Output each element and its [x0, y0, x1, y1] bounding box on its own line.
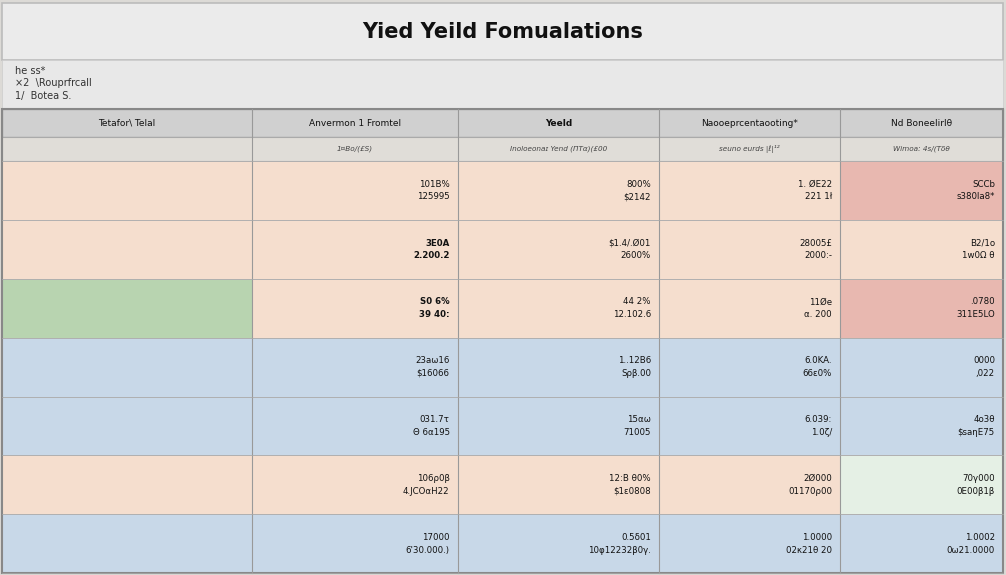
Bar: [659, 515, 840, 573]
Bar: [2, 137, 1003, 161]
Bar: [252, 220, 458, 279]
Text: seuno eurds |ℓ|¹²: seuno eurds |ℓ|¹²: [719, 145, 780, 153]
Bar: [659, 220, 840, 279]
Bar: [2, 397, 252, 455]
Bar: [458, 455, 659, 515]
Text: Inoloeonaɪ Yend (ΠTα)(£00: Inoloeonaɪ Yend (ΠTα)(£00: [510, 145, 607, 152]
Bar: [458, 220, 659, 279]
Bar: [840, 279, 1003, 338]
Text: 70γ000
0Ε00β1β: 70γ000 0Ε00β1β: [957, 474, 995, 496]
Bar: [840, 161, 1003, 220]
Text: 1/  Botea S.: 1/ Botea S.: [15, 91, 71, 101]
Text: 17000
6'30.000.): 17000 6'30.000.): [405, 533, 450, 554]
Text: 6.0KA.
66ε0%: 6.0KA. 66ε0%: [803, 356, 832, 378]
Bar: [2, 279, 252, 338]
Bar: [252, 279, 458, 338]
Text: 1¤Bo/(£S): 1¤Bo/(£S): [337, 145, 372, 152]
Text: 2Ø000
01170ρ00: 2Ø000 01170ρ00: [788, 474, 832, 496]
Bar: [659, 455, 840, 515]
Text: SCCb
s380la8*: SCCb s380la8*: [957, 180, 995, 201]
Text: $1.4/.Ø01
2600%: $1.4/.Ø01 2600%: [609, 239, 651, 260]
Text: Naooeprcentaooting*: Naooeprcentaooting*: [701, 118, 798, 128]
Text: 6.039:
1.0ζ/: 6.039: 1.0ζ/: [805, 415, 832, 437]
Text: 1.0000
02κ21θ 20: 1.0000 02κ21θ 20: [786, 533, 832, 554]
Text: 106ρ0β
4.JCOαΗ22: 106ρ0β 4.JCOαΗ22: [403, 474, 450, 496]
Bar: [840, 338, 1003, 397]
Text: 28005£
2000:-: 28005£ 2000:-: [799, 239, 832, 260]
Text: B2/1o
1w0Ω θ: B2/1o 1w0Ω θ: [963, 239, 995, 260]
Text: 11Øe
α. 200: 11Øe α. 200: [805, 297, 832, 319]
Text: 1..12B6
Sρβ.00: 1..12B6 Sρβ.00: [618, 356, 651, 378]
Text: 44 2%
12.102.6: 44 2% 12.102.6: [613, 297, 651, 319]
Bar: [659, 338, 840, 397]
Bar: [2, 161, 252, 220]
Bar: [252, 161, 458, 220]
Bar: [2, 109, 1003, 573]
Text: Anvermon 1 Fromtel: Anvermon 1 Fromtel: [309, 118, 400, 128]
Text: 0000
,022: 0000 ,022: [973, 356, 995, 378]
Text: Tetafor\ Telal: Tetafor\ Telal: [99, 118, 155, 128]
Bar: [840, 397, 1003, 455]
Bar: [840, 455, 1003, 515]
Text: ×2  \Rouprfrcall: ×2 \Rouprfrcall: [15, 78, 92, 89]
Bar: [2, 515, 252, 573]
Text: 4o3θ
$saηE75: 4o3θ $saηE75: [958, 415, 995, 437]
Bar: [458, 338, 659, 397]
Bar: [252, 338, 458, 397]
Text: he ss*: he ss*: [15, 66, 45, 76]
Text: 12:B θ0%
$1ε0808: 12:B θ0% $1ε0808: [610, 474, 651, 496]
Bar: [252, 397, 458, 455]
Bar: [2, 220, 252, 279]
Text: 1. ØE22
221 1ł: 1. ØE22 221 1ł: [798, 180, 832, 201]
Text: 15αω
71005: 15αω 71005: [624, 415, 651, 437]
Bar: [2, 3, 1003, 60]
Text: Yied Yeild Fomualations: Yied Yeild Fomualations: [362, 22, 644, 41]
Bar: [458, 279, 659, 338]
Text: S0 6%
39 40:: S0 6% 39 40:: [420, 297, 450, 319]
Text: 031.7τ
Θ 6α195: 031.7τ Θ 6α195: [412, 415, 450, 437]
Bar: [2, 109, 1003, 137]
Bar: [458, 515, 659, 573]
Text: .0780
311E5LO: .0780 311E5LO: [956, 297, 995, 319]
Text: 23aω16
$16066: 23aω16 $16066: [415, 356, 450, 378]
Bar: [458, 161, 659, 220]
Bar: [659, 397, 840, 455]
Text: 1.0002
0ω21.0000: 1.0002 0ω21.0000: [947, 533, 995, 554]
Bar: [252, 515, 458, 573]
Bar: [659, 161, 840, 220]
Bar: [840, 515, 1003, 573]
Bar: [840, 220, 1003, 279]
Text: 101B%
125995: 101B% 125995: [416, 180, 450, 201]
Text: 3E0A
2.200.2: 3E0A 2.200.2: [413, 239, 450, 260]
Bar: [2, 338, 252, 397]
Text: 0.5δ01
10φ12232β0γ.: 0.5δ01 10φ12232β0γ.: [588, 533, 651, 554]
Text: Yeeld: Yeeld: [544, 118, 572, 128]
Bar: [2, 60, 1003, 109]
Bar: [659, 279, 840, 338]
Bar: [2, 455, 252, 515]
Text: Wimoa: 4s/(Tδθ: Wimoa: 4s/(Tδθ: [893, 145, 950, 152]
Bar: [252, 455, 458, 515]
Text: Nd Boneelirlθ: Nd Boneelirlθ: [891, 118, 952, 128]
Bar: [458, 397, 659, 455]
Text: 800%
$2142: 800% $2142: [624, 180, 651, 201]
